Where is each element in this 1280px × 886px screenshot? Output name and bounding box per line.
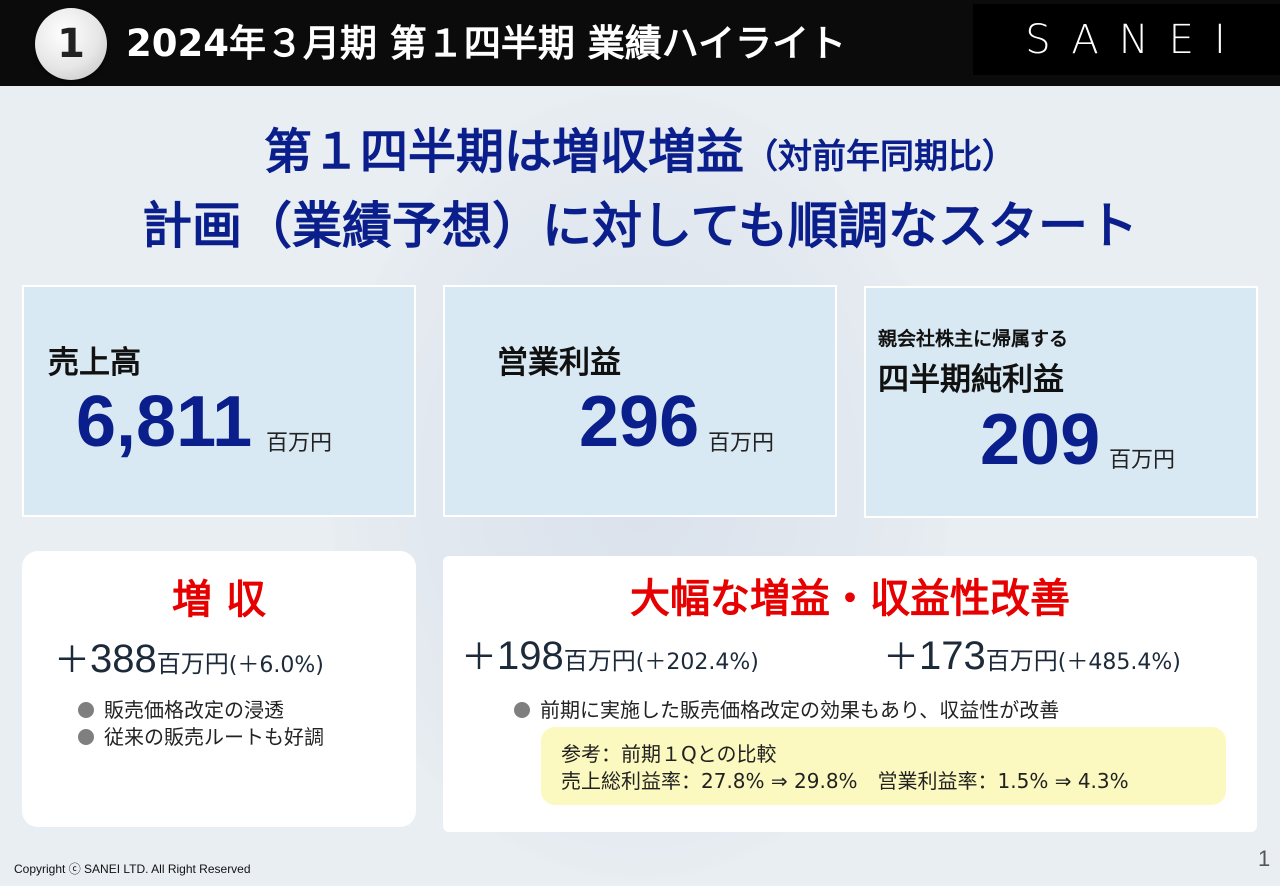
card-value: 296 xyxy=(579,382,700,462)
bullet-item: 従来の販売ルートも好調 xyxy=(78,721,324,750)
logo-text: SANEI xyxy=(1025,16,1246,63)
page-title: 2024年３月期 第１四半期 業績ハイライト xyxy=(126,22,847,65)
sanei-logo: SANEI xyxy=(973,4,1280,75)
copyright-footer: Copyright ⓒ SANEI LTD. All Right Reserve… xyxy=(14,862,251,876)
delta-sign: ＋ xyxy=(883,637,920,678)
headline-line2: 計画（業績予想）に対しても順調なスタート xyxy=(142,197,1138,255)
note-heading: 参考：前期１Qとの比較 xyxy=(561,742,777,766)
bullet-item: 前期に実施した販売価格改定の効果もあり、収益性が改善 xyxy=(514,694,1059,723)
net-income-card: 親会社株主に帰属する 四半期純利益 209 百万円 xyxy=(864,286,1258,518)
delta-unit: 百万円 xyxy=(985,647,1058,675)
revenue-delta: ＋388百万円(＋6.0%) xyxy=(54,631,324,683)
headline-main: 第１四半期は増収増益 xyxy=(263,124,744,180)
delta-value: 173 xyxy=(919,634,986,678)
reference-note-box: 参考：前期１Qとの比較 売上総利益率：27.8% ⇒ 29.8% 営業利益率：1… xyxy=(541,727,1226,805)
panel-heading: 大幅な増益・収益性改善 xyxy=(630,576,1070,622)
card-label: 営業利益 xyxy=(497,345,621,381)
card-unit: 百万円 xyxy=(1109,448,1176,473)
card-unit: 百万円 xyxy=(708,431,775,456)
headline-sub: （対前年同期比） xyxy=(744,137,1016,177)
card-value: 209 xyxy=(980,400,1101,480)
bullet-item: 販売価格改定の浸透 xyxy=(78,694,284,723)
delta-percent: (＋202.4%) xyxy=(635,650,759,675)
delta-sign: ＋ xyxy=(54,640,91,681)
card-sub-label: 親会社株主に帰属する xyxy=(878,328,1069,350)
net-income-delta: ＋173百万円(＋485.4%) xyxy=(883,628,1181,680)
revenue-increase-panel: 増 収 ＋388百万円(＋6.0%) 販売価格改定の浸透 従来の販売ルートも好調 xyxy=(22,551,416,827)
header-bar: 1 2024年３月期 第１四半期 業績ハイライト SANEI xyxy=(0,0,1280,86)
card-unit: 百万円 xyxy=(266,431,333,456)
operating-profit-delta: ＋198百万円(＋202.4%) xyxy=(461,628,759,680)
card-value: 6,811 xyxy=(76,382,253,462)
net-sales-card: 売上高 6,811 百万円 xyxy=(22,285,416,517)
note-margins: 売上総利益率：27.8% ⇒ 29.8% 営業利益率：1.5% ⇒ 4.3% xyxy=(561,769,1129,793)
delta-unit: 百万円 xyxy=(156,650,229,678)
headline-line1: 第１四半期は増収増益（対前年同期比） xyxy=(0,118,1280,191)
card-label: 四半期純利益 xyxy=(878,362,1064,398)
delta-value: 198 xyxy=(497,634,564,678)
card-label: 売上高 xyxy=(48,345,141,381)
section-number-badge: 1 xyxy=(35,8,107,80)
delta-percent: (＋485.4%) xyxy=(1057,650,1181,675)
bullet-dot-icon xyxy=(78,729,94,745)
delta-sign: ＋ xyxy=(461,637,498,678)
delta-unit: 百万円 xyxy=(563,647,636,675)
panel-heading: 増 収 xyxy=(172,577,266,623)
delta-percent: (＋6.0%) xyxy=(228,653,324,678)
bullet-dot-icon xyxy=(514,702,530,718)
page-number: 1 xyxy=(1258,846,1271,871)
bullet-dot-icon xyxy=(78,702,94,718)
delta-value: 388 xyxy=(90,637,157,681)
operating-profit-card: 営業利益 296 百万円 xyxy=(443,285,837,517)
